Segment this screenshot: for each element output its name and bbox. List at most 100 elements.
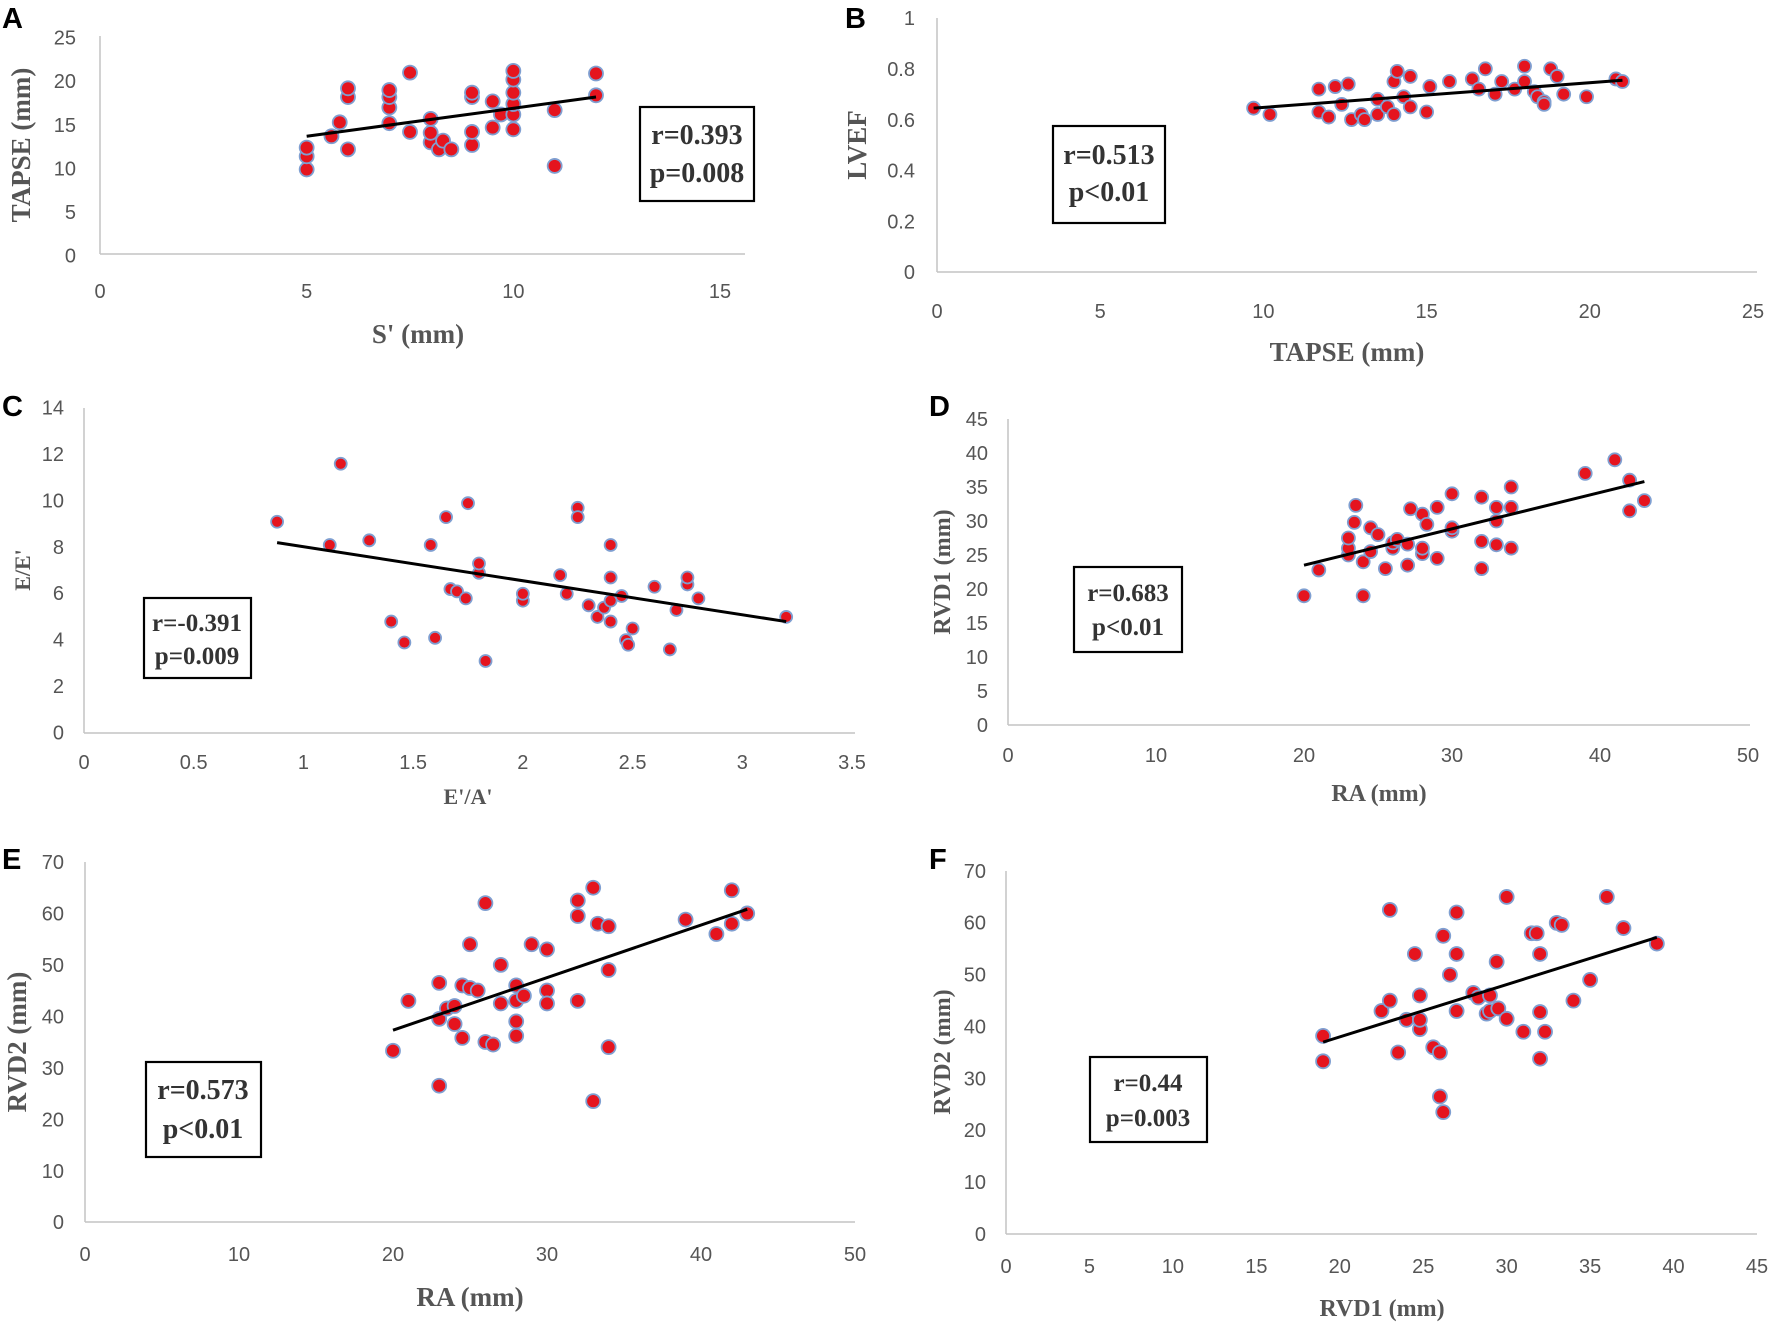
panel-f-data-point (1528, 925, 1545, 942)
panel-f-y-tick-label: 20 (964, 1120, 986, 1142)
panel-b-data-point (1422, 79, 1438, 94)
panel-b-y-tick-label: 0.8 (887, 59, 915, 81)
panel-c-x-tick-label: 3.5 (838, 752, 866, 774)
panel-e-data-point (400, 992, 417, 1009)
panel-f-data-point (1598, 889, 1615, 905)
panel-e-y-axis-title: RVD2 (mm) (2, 972, 32, 1113)
panel-a-data-point (588, 87, 604, 104)
panel-e-y-tick-label: 10 (42, 1161, 64, 1183)
panel-a-data-point (505, 62, 522, 79)
panel-b-y-tick-label: 0.2 (887, 211, 915, 233)
panel-e-data-point (569, 908, 586, 924)
panel-a-y-tick-label: 5 (65, 202, 76, 224)
panel-f-data-point (1490, 1000, 1507, 1017)
panel-e-marks: 0 10 20 30 40 50 0 10 20 30 40 50 60 70 (42, 852, 866, 1266)
panel-a-data-point (340, 141, 356, 158)
panel-e-data-point (431, 974, 448, 991)
panel-b-data-point (1477, 61, 1493, 77)
panel-e-data-point (677, 911, 694, 928)
panel-a-data-point (505, 121, 522, 138)
panel-b-x-tick-label: 5 (1095, 301, 1106, 323)
panel-a-y-tick-label: 25 (54, 28, 76, 50)
panel-d-x-tick-label: 50 (1737, 745, 1759, 767)
panel-f-data-point (1515, 1023, 1532, 1040)
panel-f-data-point (1532, 1050, 1548, 1067)
panel-d-y-tick-label: 20 (966, 579, 988, 601)
panel-b-data-point (1536, 96, 1552, 112)
panel-f-x-tick-label: 0 (1000, 1256, 1011, 1278)
panel-c-y-tick-label: 4 (53, 630, 64, 652)
panel-e-x-tick-label: 40 (690, 1244, 712, 1266)
panel-c-data-point (625, 621, 640, 636)
panel-f-y-tick-label: 60 (964, 913, 986, 935)
panel-e-data-point (569, 892, 586, 909)
panel-f-data-point (1406, 946, 1423, 962)
panel-b-y-tick-label: 0 (904, 262, 915, 284)
panel-a-data-point (402, 124, 418, 140)
panel-c-data-point (515, 586, 530, 601)
panel-c-x-tick-label: 2.5 (619, 752, 647, 774)
panel-f-data-point (1582, 972, 1599, 988)
panel-f-data-point (1373, 1003, 1390, 1019)
panel-b-data-point (1327, 79, 1343, 94)
panel-d-data-point (1607, 452, 1623, 468)
panel-a-data-point (464, 84, 480, 101)
panel-b-data-point (1357, 112, 1372, 127)
panel-e-data-point (600, 1039, 617, 1056)
panel-f-data-point (1537, 1023, 1553, 1040)
panel-b-x-tick-label: 25 (1742, 301, 1764, 323)
panel-b-data-point (1321, 109, 1337, 125)
panel-c-data-point (680, 570, 695, 585)
panel-f-x-tick-label: 40 (1662, 1256, 1684, 1278)
panel-f-trendline (1322, 935, 1658, 1044)
panel-b-y-tick-label: 0.6 (887, 110, 915, 132)
panel-a-x-tick-label: 5 (301, 281, 312, 303)
panel-e-data-point (585, 1093, 602, 1110)
panel-e-data-point (485, 1036, 502, 1053)
panel-d-data-point (1444, 486, 1460, 502)
panel-b-data-point (1494, 74, 1510, 89)
panel-c-data-point (662, 642, 677, 657)
panel-b-data-point (1442, 74, 1457, 89)
panel-d-data-point (1355, 554, 1371, 570)
panel-c-r-value: r=-0.391 (152, 610, 242, 637)
panel-b-x-tick-label: 15 (1415, 301, 1437, 323)
panel-e-x-tick-label: 0 (79, 1244, 90, 1266)
panel-f-y-tick-label: 30 (964, 1068, 986, 1090)
panel-c-x-axis-title: E'/A' (444, 784, 493, 809)
panel-d-data-point (1296, 588, 1312, 604)
panel-b-y-tick-label: 1 (904, 8, 915, 30)
panel-b-marks: 0 5 10 15 20 25 0 0.2 0.4 0.6 0.8 1 (887, 8, 1764, 323)
panel-f-label: F (929, 844, 947, 876)
panel-a-y-tick-label: 20 (54, 71, 76, 93)
panel-c-x-tick-label: 1 (298, 752, 309, 774)
panel-c-y-tick-label: 10 (42, 490, 64, 512)
panel-d-y-tick-label: 25 (966, 545, 988, 567)
panel-a-data-point (402, 64, 418, 81)
panel-f-marks: 0 5 10 15 20 25 30 35 40 45 0 10 20 30 40 50 60 70 (964, 861, 1768, 1278)
panel-f-x-axis-title: RVD1 (mm) (1319, 1296, 1444, 1322)
panel-b-data-point (1464, 71, 1480, 87)
panel-f-data-point (1498, 1010, 1515, 1027)
panel-e-data-point (508, 1027, 525, 1044)
panel-b-stats-box (1051, 124, 1167, 225)
panel-c-data-point (590, 610, 605, 624)
panel-c-p-value: p=0.009 (155, 643, 239, 670)
panel-e-x-tick-label: 50 (844, 1244, 866, 1266)
panel-e-data-point (446, 1016, 463, 1032)
panel-b-y-tick-label: 0.4 (887, 161, 915, 183)
panel-e-y-tick-label: 60 (42, 904, 64, 926)
panel-c-data-point (603, 538, 618, 552)
panel-a-data-point (484, 93, 501, 110)
panel-d-data-point (1577, 465, 1593, 481)
panel-a-y-axis-title: TAPSE (mm) (6, 68, 36, 223)
panel-e-data-point (708, 926, 725, 942)
panel-c-data-point (691, 591, 706, 606)
panel-c-stats-box (142, 596, 253, 680)
panel-e-data-point (539, 982, 555, 999)
panel-d-data-point (1503, 479, 1519, 495)
panel-d-x-tick-label: 40 (1589, 745, 1611, 767)
panel-c-x-tick-label: 2 (517, 752, 528, 774)
panel-f-x-tick-label: 15 (1245, 1256, 1267, 1278)
panel-b-data-point (1549, 69, 1565, 84)
